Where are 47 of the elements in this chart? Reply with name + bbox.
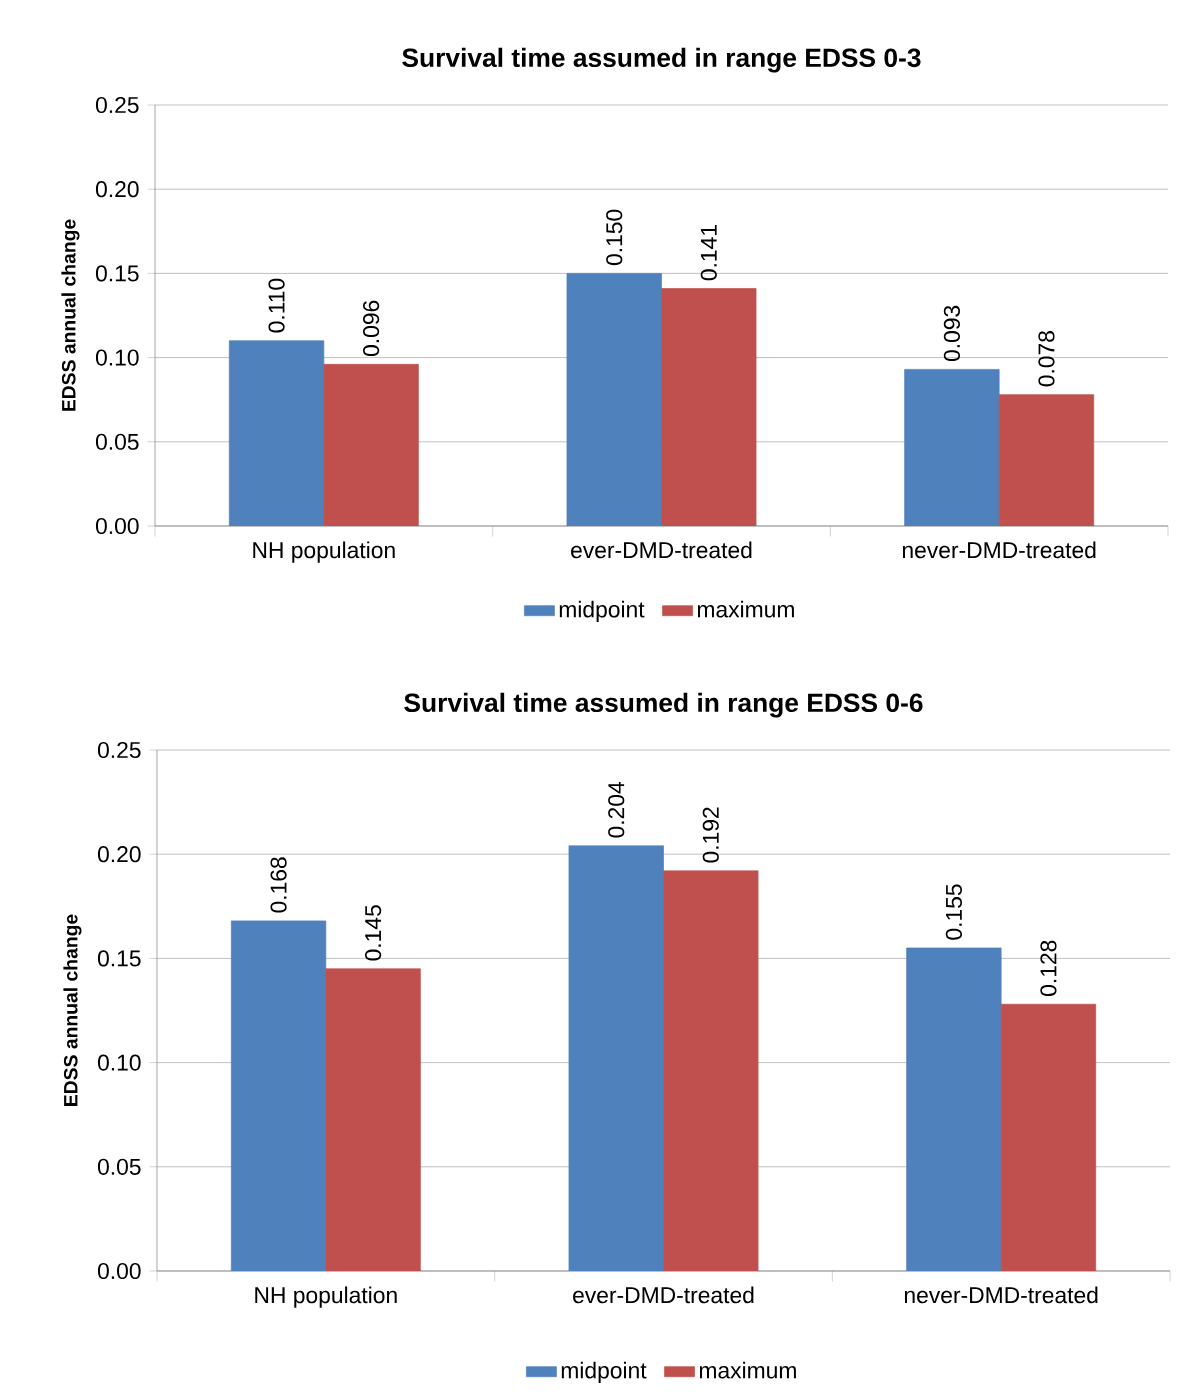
- y-tick-label: 0.25: [97, 741, 141, 759]
- legend-label: midpoint: [561, 1361, 647, 1384]
- y-tick-label: 0.15: [95, 265, 139, 282]
- x-tick-label: NH population: [255, 1286, 397, 1308]
- bar: [998, 394, 1095, 526]
- data-label: 0.093: [943, 305, 960, 362]
- bar: [1000, 1003, 1097, 1271]
- y-tick-label: 0.10: [95, 349, 139, 366]
- data-label: 0.192: [702, 807, 719, 863]
- y-tick-label: 0.25: [95, 96, 139, 114]
- bar: [661, 288, 757, 526]
- data-label: 0.128: [1040, 940, 1057, 996]
- data-label: 0.155: [945, 884, 962, 940]
- data-label: 0.168: [270, 857, 287, 913]
- y-axis-title: EDSS annual change: [63, 914, 82, 1106]
- legend-label: midpoint: [559, 600, 645, 623]
- y-axis-title: EDSS annual change: [61, 219, 80, 411]
- data-label: 0.141: [700, 225, 717, 281]
- bar: [663, 870, 759, 1271]
- legend-label: maximum: [697, 600, 794, 618]
- legend-label: maximum: [699, 1361, 796, 1379]
- x-tick-label: ever-DMD-treated: [571, 541, 752, 559]
- y-tick-label: 0.00: [97, 1262, 141, 1280]
- x-tick-label: never-DMD-treated: [904, 1286, 1098, 1304]
- bar: [325, 968, 421, 1271]
- y-tick-label: 0.15: [97, 950, 141, 967]
- data-label: 0.145: [365, 905, 382, 961]
- y-tick-label: 0.20: [95, 181, 139, 198]
- data-label: 0.110: [268, 278, 285, 333]
- data-label: 0.078: [1038, 331, 1055, 387]
- y-tick-label: 0.10: [97, 1054, 141, 1071]
- bar: [323, 363, 419, 526]
- y-tick-label: 0.05: [95, 433, 139, 450]
- bar: [566, 273, 662, 526]
- x-tick-label: NH population: [253, 541, 395, 563]
- data-label: 0.204: [608, 781, 625, 838]
- data-label: 0.150: [606, 209, 623, 266]
- chart-title: Survival time assumed in range EDSS 0-3: [402, 47, 921, 73]
- bar: [904, 369, 1000, 526]
- x-tick-label: ever-DMD-treated: [573, 1286, 754, 1304]
- chart-title: Survival time assumed in range EDSS 0-6: [404, 692, 923, 718]
- y-tick-label: 0.00: [95, 517, 139, 535]
- x-tick-label: never-DMD-treated: [902, 541, 1096, 559]
- data-label: 0.096: [363, 300, 380, 357]
- y-tick-label: 0.20: [97, 846, 141, 863]
- bar: [228, 340, 325, 526]
- y-tick-label: 0.05: [97, 1158, 141, 1175]
